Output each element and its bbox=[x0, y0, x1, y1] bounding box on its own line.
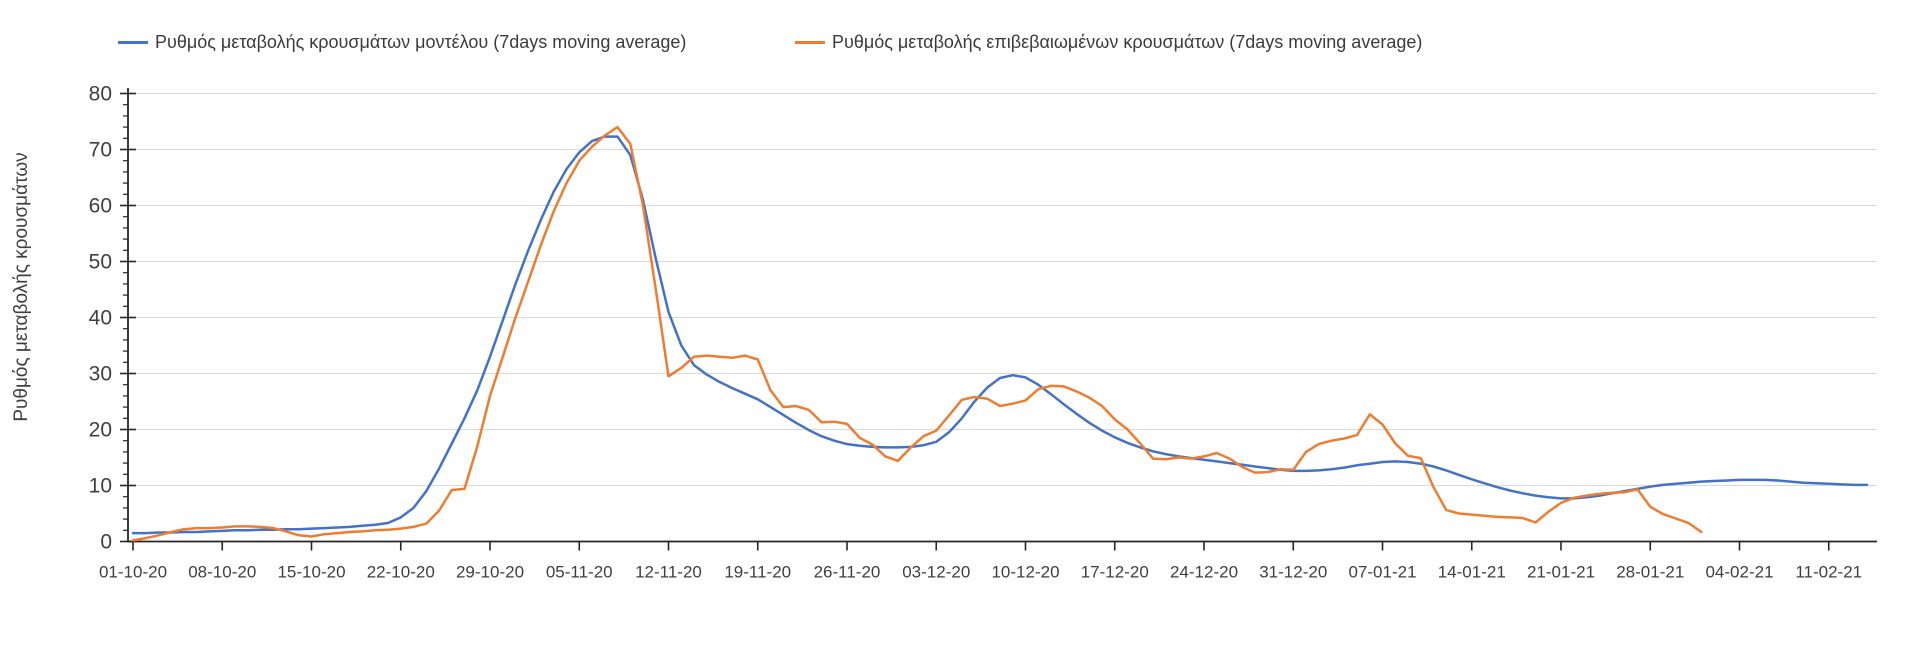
x-tick-label: 03-12-20 bbox=[902, 563, 970, 582]
legend-line-swatch-orange bbox=[795, 40, 825, 44]
x-tick-label: 31-12-20 bbox=[1259, 563, 1327, 582]
y-tick-label: 20 bbox=[89, 419, 112, 442]
x-tick-label: 01-10-20 bbox=[99, 563, 167, 582]
y-tick-label: 50 bbox=[89, 251, 112, 274]
x-tick-label: 04-02-21 bbox=[1705, 563, 1773, 582]
x-tick-label: 17-12-20 bbox=[1081, 563, 1149, 582]
y-gridlines bbox=[128, 93, 1877, 486]
x-tick-label: 12-11-20 bbox=[635, 563, 702, 582]
y-axis-title: Ρυθμός μεταβολής κρουσμάτων bbox=[11, 152, 32, 421]
x-tick-label: 26-11-20 bbox=[814, 563, 881, 582]
x-tick-label: 07-01-21 bbox=[1348, 563, 1416, 582]
series-confirmed-line bbox=[131, 125, 1703, 542]
x-tick-label: 10-12-20 bbox=[991, 563, 1059, 582]
series-path bbox=[131, 125, 1703, 542]
x-tick-label: 21-01-21 bbox=[1527, 563, 1595, 582]
y-tick-label: 0 bbox=[100, 531, 112, 554]
y-tick-label: 10 bbox=[89, 475, 112, 498]
series-path bbox=[131, 135, 1869, 535]
x-tick-label: 19-11-20 bbox=[724, 563, 791, 582]
y-tick-label: 60 bbox=[89, 195, 112, 218]
x-tick-label: 11-02-21 bbox=[1795, 563, 1862, 582]
y-tick-label: 40 bbox=[89, 307, 112, 330]
axes bbox=[127, 88, 1877, 543]
x-tick-label: 14-01-21 bbox=[1438, 563, 1506, 582]
x-ticks: 01-10-20 08-10-20 15-10-20 22-10-20 29-10-20… bbox=[99, 541, 1862, 582]
legend-item-confirmed: Ρυθμός μεταβολής επιβεβαιωμένων κρουσμάτ… bbox=[795, 30, 1422, 54]
legend-label-confirmed: Ρυθμός μεταβολής επιβεβαιωμένων κρουσμάτ… bbox=[832, 31, 1423, 52]
y-tick-label: 80 bbox=[89, 83, 112, 106]
legend-item-model: Ρυθμός μεταβολής κρουσμάτων μοντέλου (7d… bbox=[118, 30, 686, 54]
series-model-line bbox=[131, 135, 1869, 535]
x-tick-label: 29-10-20 bbox=[456, 563, 524, 582]
x-tick-label: 08-10-20 bbox=[188, 563, 256, 582]
legend-line-swatch-blue bbox=[118, 40, 148, 44]
x-tick-label: 28-01-21 bbox=[1616, 563, 1684, 582]
y-ticks: 0 10 20 30 40 50 60 70 80 bbox=[89, 83, 136, 554]
x-tick-label: 22-10-20 bbox=[367, 563, 435, 582]
x-tick-label: 05-11-20 bbox=[546, 563, 613, 582]
x-tick-label: 24-12-20 bbox=[1170, 563, 1238, 582]
y-tick-label: 70 bbox=[89, 139, 112, 162]
legend-label-model: Ρυθμός μεταβολής κρουσμάτων μοντέλου (7d… bbox=[155, 31, 687, 52]
x-tick-label: 15-10-20 bbox=[277, 563, 345, 582]
y-tick-label: 30 bbox=[89, 363, 112, 386]
